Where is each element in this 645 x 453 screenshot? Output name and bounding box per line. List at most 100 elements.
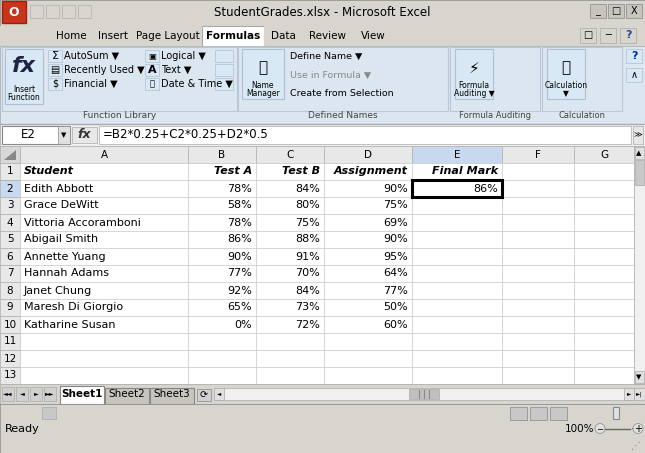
Bar [324,265,412,282]
Text: 75%: 75% [383,201,408,211]
Text: □: □ [611,6,620,16]
Bar [530,407,547,420]
Text: B: B [219,149,226,159]
Text: Data: Data [270,31,295,41]
Bar [188,350,256,367]
Text: 100%: 100% [565,424,595,434]
Text: 12: 12 [3,353,17,363]
Text: ▼: ▼ [637,374,642,380]
Text: Formula Auditing: Formula Auditing [459,111,531,120]
Bar [574,146,634,163]
Bar [0,384,645,404]
Bar [20,350,188,367]
Text: Σ: Σ [52,51,59,61]
Bar [20,231,188,248]
Text: 78%: 78% [227,183,252,193]
Bar [574,197,634,214]
Bar [188,180,256,197]
Bar [20,146,188,163]
Text: 95%: 95% [383,251,408,261]
Bar [0,231,20,248]
Text: Annette Yuang: Annette Yuang [24,251,106,261]
Bar [502,180,574,197]
Text: ►: ► [627,391,631,396]
Text: 86%: 86% [473,183,498,193]
Bar [188,367,256,384]
Bar [0,146,20,163]
Text: 7: 7 [6,269,14,279]
Bar [412,265,502,282]
Bar [412,316,502,333]
Text: □: □ [583,30,593,40]
Bar [0,333,20,350]
Text: 10: 10 [3,319,17,329]
Text: ─: ─ [605,30,611,40]
Text: 4: 4 [6,217,14,227]
Bar [20,180,188,197]
Text: ─: ─ [593,424,600,434]
Bar [574,265,634,282]
Text: ▼: ▼ [563,90,569,98]
Bar [0,350,20,367]
Bar [46,5,59,18]
Bar [574,299,634,316]
Text: A: A [101,149,108,159]
Bar [455,49,493,99]
Bar [0,248,20,265]
Bar [256,180,324,197]
Text: Insert: Insert [13,86,35,95]
Circle shape [633,424,643,434]
Bar [215,64,233,76]
Bar [324,367,412,384]
Bar [0,0,645,26]
Text: 92%: 92% [227,285,252,295]
Bar [20,333,188,350]
Text: Recently Used ▼: Recently Used ▼ [64,65,144,75]
Bar [256,299,324,316]
Text: View: View [361,31,385,41]
Bar [30,387,42,401]
Text: 77%: 77% [383,285,408,295]
Bar [256,265,324,282]
Text: ▲: ▲ [637,150,642,156]
Bar [60,386,104,404]
Text: Janet Chung: Janet Chung [24,285,92,295]
Bar [412,299,502,316]
Bar [5,49,43,104]
Bar [20,367,188,384]
Bar [188,197,256,214]
Bar [324,214,412,231]
Bar [324,231,412,248]
Text: ⏰: ⏰ [150,79,155,88]
Bar [62,5,75,18]
Text: 86%: 86% [227,235,252,245]
Bar [590,4,606,18]
Bar [412,282,502,299]
Text: 75%: 75% [295,217,320,227]
Text: ?: ? [625,30,631,40]
Bar [412,214,502,231]
Bar [580,28,596,43]
Bar [574,248,634,265]
Text: 90%: 90% [383,235,408,245]
Bar [2,47,237,111]
Text: 90%: 90% [227,251,252,261]
Bar [324,146,412,163]
Bar [20,282,188,299]
Text: Defined Names: Defined Names [308,111,378,120]
Bar [256,367,324,384]
Bar [264,26,302,46]
Text: =B2*0.25+C2*0.25+D2*0.5: =B2*0.25+C2*0.25+D2*0.5 [103,129,269,141]
Text: 6: 6 [6,251,14,261]
Text: E: E [453,149,461,159]
Text: ◄: ◄ [217,391,221,396]
Bar [99,126,631,144]
Text: 70%: 70% [295,269,320,279]
Text: Page Layout: Page Layout [136,31,200,41]
Text: 2: 2 [6,183,14,193]
Text: Formulas: Formulas [206,31,260,41]
Text: G: G [600,149,608,159]
Bar [188,299,256,316]
Bar [412,248,502,265]
Bar [256,248,324,265]
